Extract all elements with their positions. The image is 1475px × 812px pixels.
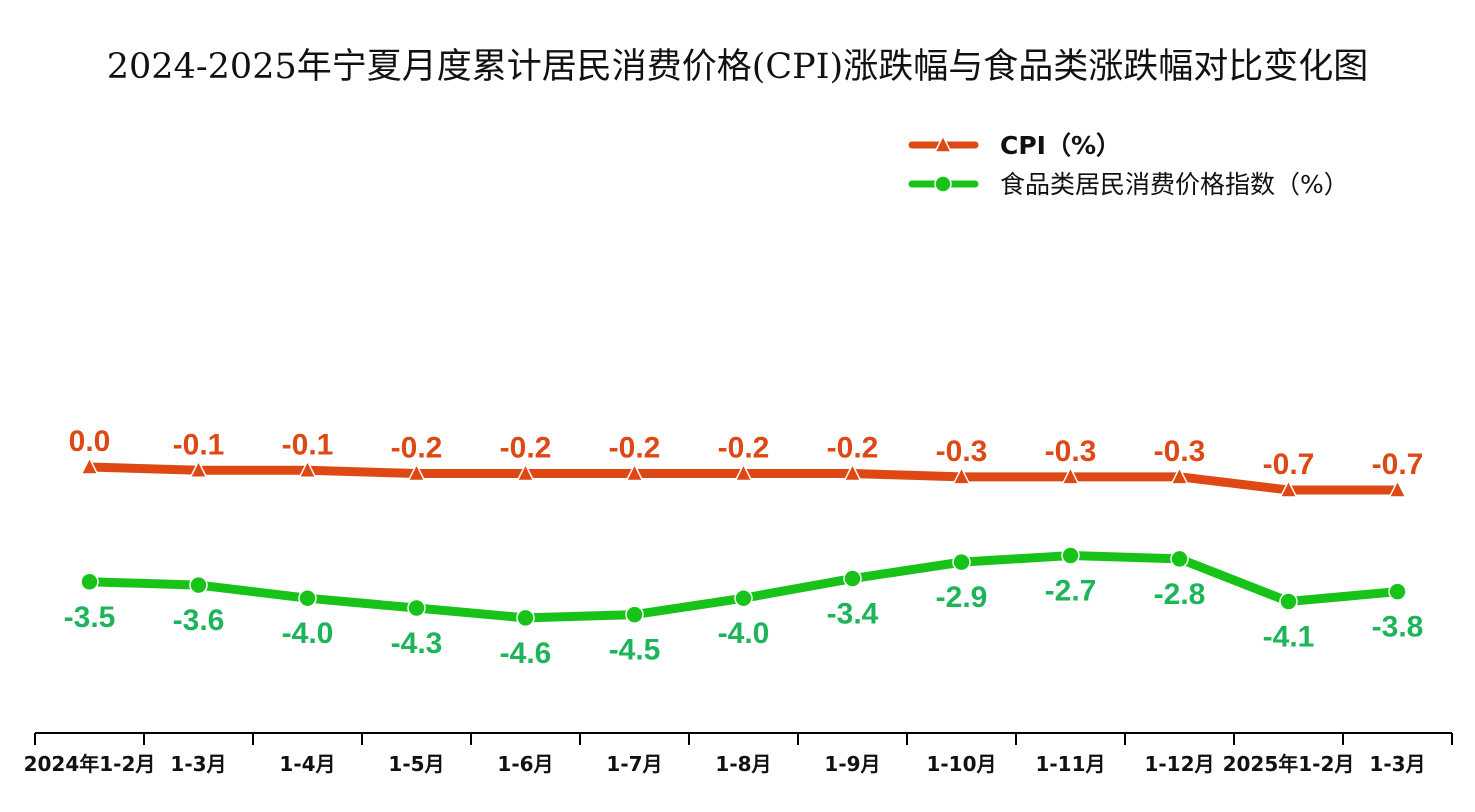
- data-label: -3.5: [64, 601, 116, 634]
- x-tick-label: 1-6月: [497, 752, 553, 776]
- data-label: -4.6: [500, 637, 552, 670]
- data-point: [189, 575, 208, 595]
- data-label: -0.7: [1263, 448, 1315, 481]
- legend-label: CPI（%）: [1000, 131, 1121, 160]
- data-point: [1061, 546, 1080, 565]
- data-point: [734, 462, 753, 482]
- chart-title: 2024-2025年宁夏月度累计居民消费价格(CPI)涨跌幅与食品类涨跌幅对比变…: [106, 47, 1369, 87]
- x-tick-label: 1-10月: [926, 752, 996, 776]
- data-label: -0.2: [500, 432, 552, 465]
- data-label: -2.8: [1154, 578, 1206, 611]
- data-label: -3.6: [173, 604, 225, 637]
- data-point: [734, 588, 753, 608]
- x-tick-label: 1-3月: [1369, 752, 1425, 776]
- data-label: -0.2: [827, 432, 879, 465]
- data-label: -0.2: [391, 432, 443, 465]
- x-tick-label: 1-4月: [279, 752, 335, 776]
- series-1: [80, 456, 1407, 498]
- legend-label: 食品类居民消费价格指数（%）: [1000, 170, 1349, 199]
- data-point: [1279, 479, 1298, 498]
- x-tick-label: 1-11月: [1035, 752, 1105, 776]
- data-point: [952, 552, 971, 572]
- data-label: -3.8: [1372, 611, 1424, 644]
- legend: CPI（%） 食品类居民消费价格指数（%）: [908, 131, 1349, 199]
- data-label: -0.2: [718, 432, 770, 465]
- data-label: -4.5: [609, 634, 661, 667]
- x-tick-label: 1-9月: [824, 752, 880, 776]
- data-label: -4.0: [282, 617, 334, 650]
- data-point: [516, 608, 535, 628]
- data-label: -0.2: [609, 432, 661, 465]
- data-point: [625, 462, 644, 482]
- x-axis: 2024年1-2月 1-3月 1-4月 1-5月 1-6月 1-7月 1-8月 1-9月 1-1…: [24, 732, 1453, 776]
- x-tick-label: 1-3月: [170, 752, 226, 776]
- data-label: -0.3: [1045, 435, 1097, 468]
- data-label: -2.9: [936, 581, 988, 614]
- legend-circle-icon: [934, 175, 952, 193]
- legend-item-1: CPI（%）: [908, 131, 1121, 160]
- data-point: [1061, 466, 1080, 485]
- data-label: -0.3: [1154, 435, 1206, 468]
- series-2: [80, 546, 1407, 628]
- data-point: [298, 588, 317, 608]
- data-label: -3.4: [827, 598, 879, 631]
- x-tick-label: 1-12月: [1144, 752, 1214, 776]
- legend-triangle-icon: [933, 134, 953, 153]
- data-point: [1170, 549, 1189, 569]
- legend-item-2: 食品类居民消费价格指数（%）: [908, 170, 1349, 199]
- data-point: [407, 462, 426, 482]
- data-label: -2.7: [1045, 575, 1097, 608]
- data-point: [516, 462, 535, 482]
- x-tick-label: 1-7月: [606, 752, 662, 776]
- data-point: [1279, 592, 1298, 611]
- data-point: [1388, 479, 1407, 498]
- data-point: [407, 598, 426, 618]
- data-point: [1170, 466, 1189, 485]
- data-label: -0.1: [173, 428, 225, 461]
- data-label: -4.3: [391, 627, 443, 660]
- data-point: [952, 466, 971, 485]
- series-layer: [80, 456, 1407, 628]
- x-tick-label: 2025年1-2月: [1223, 752, 1355, 776]
- data-label: -0.3: [936, 435, 988, 468]
- data-point: [298, 459, 317, 479]
- data-point: [1388, 582, 1407, 601]
- data-labels-layer: 0.0 -0.1 -0.1 -0.2 -0.2 -0.2 -0.2 -0.2 -0.3 -0.3 -…: [64, 425, 1424, 670]
- x-tick-label: 2024年1-2月: [24, 752, 156, 776]
- data-label: -0.1: [282, 428, 334, 461]
- data-label: -0.7: [1372, 448, 1424, 481]
- data-point: [843, 462, 862, 482]
- data-label: 0.0: [69, 425, 111, 458]
- data-label: -4.1: [1263, 620, 1315, 653]
- x-tick-label: 1-8月: [715, 752, 771, 776]
- x-tick-label: 1-5月: [388, 752, 444, 776]
- data-point: [80, 456, 99, 475]
- data-point: [843, 569, 862, 588]
- data-point: [80, 572, 99, 592]
- data-label: -4.0: [718, 617, 770, 650]
- data-point: [625, 605, 644, 624]
- data-point: [189, 459, 208, 479]
